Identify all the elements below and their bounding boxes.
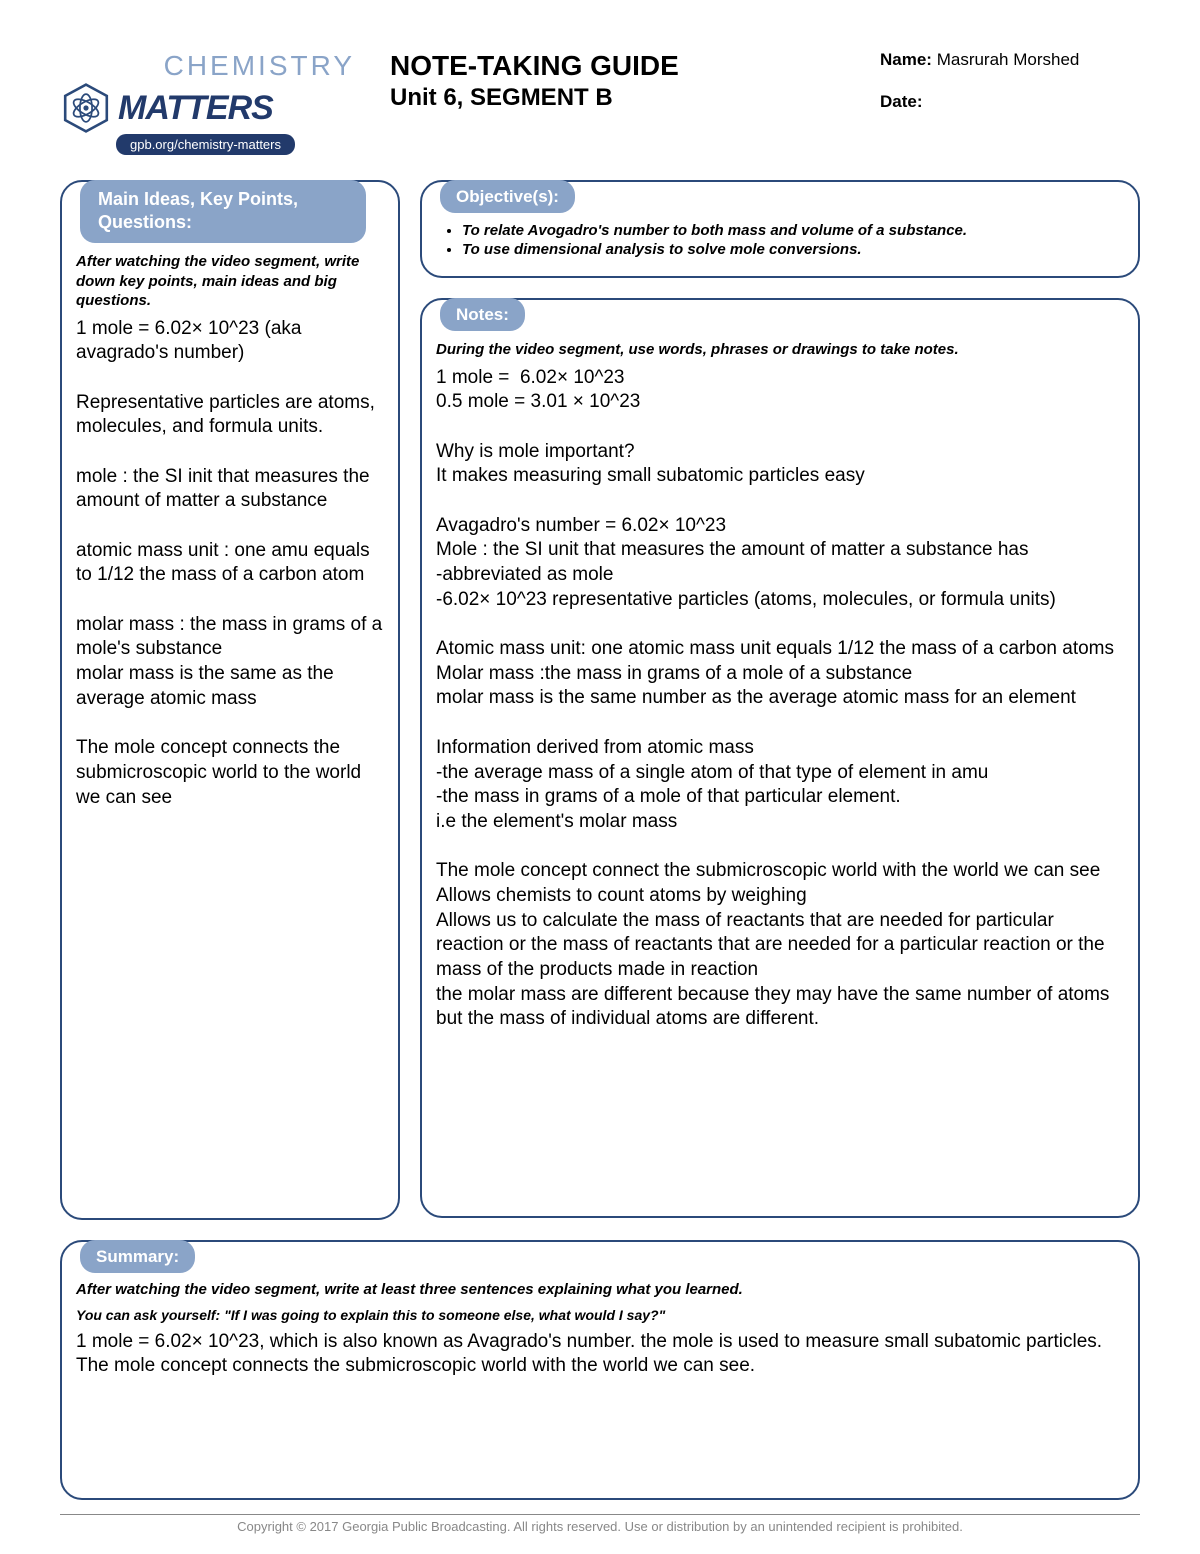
main-ideas-card: Main Ideas, Key Points, Questions: After… [60,180,400,1220]
summary-tab: Summary: [80,1240,195,1273]
notes-content: 1 mole = 6.02× 10^23 0.5 mole = 3.01 × 1… [436,366,1124,1033]
objectives-list: To relate Avogadro's number to both mass… [436,222,1124,258]
name-row: Name: Masrurah Morshed [880,50,1140,70]
summary-card: Summary: After watching the video segmen… [60,1240,1140,1500]
main-grid: Main Ideas, Key Points, Questions: After… [60,180,1140,1220]
summary-instr-2: You can ask yourself: "If I was going to… [76,1306,1124,1324]
atom-hex-icon [60,82,112,134]
notes-card: Notes: During the video segment, use wor… [420,298,1140,1218]
notes-instr: During the video segment, use words, phr… [436,340,1124,360]
notes-tab: Notes: [440,298,525,331]
objective-item: To relate Avogadro's number to both mass… [462,222,1124,239]
date-row: Date: [880,92,1140,112]
main-ideas-content: 1 mole = 6.02× 10^23 (aka avagrado's num… [76,317,384,811]
date-label: Date: [880,92,923,111]
name-value: Masrurah Morshed [937,50,1080,69]
logo: CHEMISTRY MATTERS gpb.org/chemistry-matt… [60,50,360,155]
logo-main-row: MATTERS [60,82,360,134]
name-date-block: Name: Masrurah Morshed Date: [880,50,1140,134]
objectives-card: Objective(s): To relate Avogadro's numbe… [420,180,1140,278]
main-ideas-instr: After watching the video segment, write … [76,252,384,311]
main-ideas-tab: Main Ideas, Key Points, Questions: [80,180,366,243]
objectives-tab: Objective(s): [440,180,575,213]
doc-subtitle: Unit 6, SEGMENT B [390,84,850,112]
title-block: NOTE-TAKING GUIDE Unit 6, SEGMENT B [390,50,850,112]
name-label: Name: [880,50,932,69]
logo-matters: MATTERS [118,89,273,128]
logo-url: gpb.org/chemistry-matters [116,134,295,155]
logo-chemistry: CHEMISTRY [60,50,360,82]
right-column: Objective(s): To relate Avogadro's numbe… [420,180,1140,1218]
doc-title: NOTE-TAKING GUIDE [390,50,850,82]
footer-copyright: Copyright © 2017 Georgia Public Broadcas… [60,1514,1140,1534]
header: CHEMISTRY MATTERS gpb.org/chemistry-matt… [60,50,1140,155]
summary-instr-1: After watching the video segment, write … [76,1280,1124,1300]
summary-content: 1 mole = 6.02× 10^23, which is also know… [76,1330,1124,1379]
objective-item: To use dimensional analysis to solve mol… [462,241,1124,258]
